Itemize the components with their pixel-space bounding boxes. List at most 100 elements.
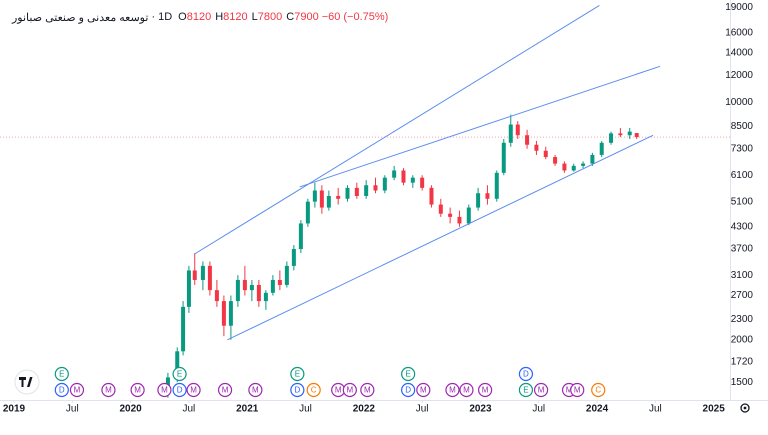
logo-bg [14,369,40,395]
x-tick-label: 2023 [469,404,492,415]
candle-body [543,150,548,158]
event-label: E [59,370,64,379]
ohlc-values: O 8120 H 8120 L 7800 C 7900 [178,11,319,24]
candle-body [207,265,212,291]
candle-body [186,270,191,307]
candle-body [235,279,240,302]
event-label: M [161,386,168,395]
y-tick-label: 5100 [731,196,754,207]
ohlc-value: 7800 [257,11,283,23]
event-label: M [190,386,197,395]
candle-body [410,177,415,183]
event-label: M [538,386,545,395]
event-label: C [595,386,601,395]
event-marker [172,382,187,398]
event-marker [248,382,263,398]
candle-body [420,177,425,188]
event-marker [172,366,187,382]
candle-body [175,351,180,378]
candle-body [319,190,324,208]
candle-body [438,204,443,214]
x-tick-label: 2025 [703,404,726,415]
y-tick-label: 10000 [725,97,753,108]
event-marker [591,382,606,398]
logo-mark [19,377,33,387]
event-label: D [523,370,529,379]
event-label: C [311,386,317,395]
candle-body [305,201,310,224]
candle-body [256,284,261,302]
candle-body [609,133,614,143]
legend-header: توسعه معدنی و صنعتی صبانور · 1D O 8120 H 81… [12,11,388,24]
change: −60 [321,11,341,23]
event-label: M [574,386,581,395]
candle-body [326,195,331,208]
event-marker [478,382,493,398]
candle-body [192,270,197,280]
candle-body [336,195,341,199]
event-label: M [566,386,573,395]
x-tick-label: Jul [183,404,196,415]
event-label: M [134,386,141,395]
x-tick-label: Jul [649,404,662,415]
y-tick-label: 2300 [731,314,754,325]
event-label: M [482,386,489,395]
candle-body [634,133,639,138]
ohlc-label: C [286,11,295,23]
event-marker [54,366,69,382]
candle-body [466,207,471,224]
candle-body [457,216,462,224]
candle-body [627,131,632,136]
event-marker [101,382,116,398]
event-marker [518,366,534,382]
event-label: D [177,386,183,395]
candle-body [354,187,359,196]
candle-body [181,306,186,352]
event-marker [401,382,416,398]
event-marker [416,382,431,398]
ohlc-item: O 8120 [178,11,211,24]
candle-body [599,142,604,155]
event-marker [157,382,172,398]
candle-body [429,187,434,205]
settings-button[interactable] [740,403,750,413]
candle-body [263,292,268,302]
candle-body [200,265,205,280]
candle-body [221,301,226,326]
event-label: D [294,386,300,395]
ohlc-item: C 7900 [286,11,318,24]
x-tick-label: 2021 [236,404,259,415]
ohlc-value: 8120 [186,11,212,23]
event-label: M [420,386,427,395]
ohlc-label: L [251,11,258,23]
event-label: D [405,386,411,395]
trendline [227,134,654,341]
candle-body [382,177,387,191]
event-marker [342,382,357,398]
ohlc-label: O [178,11,187,23]
x-tick-label: Jul [416,404,429,415]
y-tick-label: 14000 [725,47,753,58]
candle-body [392,170,397,178]
candle-body [291,249,296,266]
candle-body [501,142,506,173]
candle-body [494,172,499,199]
y-tick-label: 7300 [731,143,754,154]
event-marker [217,382,233,398]
tradingview-logo[interactable] [14,369,40,395]
candle-body [242,279,247,291]
candle-body [214,290,219,302]
event-marker [445,382,460,398]
event-label: M [347,386,354,395]
candle-body [277,279,282,285]
event-label: M [105,386,112,395]
event-label: M [449,386,456,395]
separator: · [151,11,156,23]
event-marker [459,382,474,398]
event-marker [360,382,375,398]
candle-body [401,170,406,183]
candle-body [508,124,513,143]
